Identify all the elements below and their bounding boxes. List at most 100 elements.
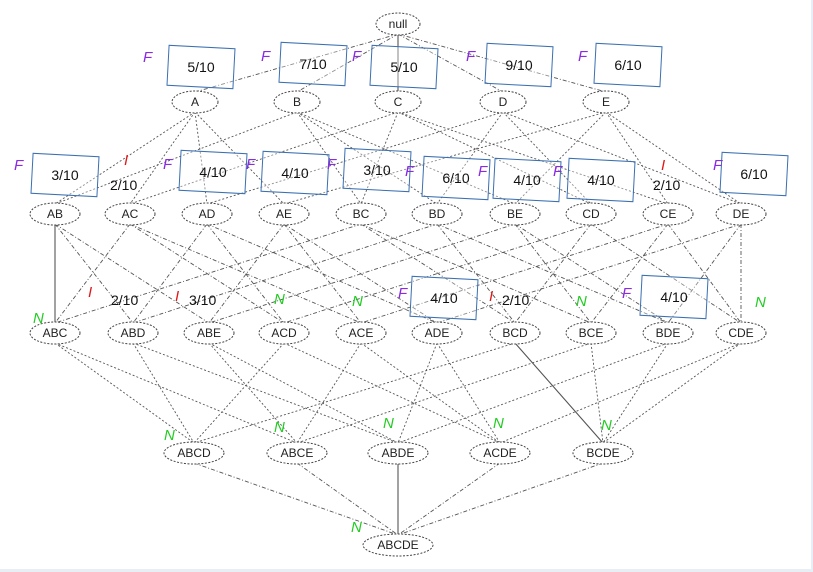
lattice-edge-BC-BCD xyxy=(360,223,516,324)
node-ad: AD xyxy=(181,202,233,226)
status-mark-c: F xyxy=(352,48,362,65)
node-ellipse xyxy=(479,90,527,114)
status-marks: F F F F F F I F F F F F F I F N I I N N F I N F N N N N N N N xyxy=(14,48,766,536)
lattice-edge-BD-BCD xyxy=(436,223,516,324)
node-ac: AC xyxy=(104,202,156,226)
node-bcd: BCD xyxy=(489,321,541,345)
node-label: E xyxy=(602,95,610,109)
lattice-edge-ABCD-ABCDE xyxy=(193,462,399,536)
lattice-edge-AB-ABD xyxy=(54,223,134,324)
support-box-frame xyxy=(369,44,439,90)
node-label: BCDE xyxy=(586,446,619,460)
support-value: 4/10 xyxy=(430,290,457,306)
node-label: ADE xyxy=(425,326,450,340)
node-label: ABCE xyxy=(281,446,314,460)
lattice-edge-BCD-ABCD xyxy=(193,342,516,444)
support-value: 4/10 xyxy=(660,289,687,305)
node-label: ABC xyxy=(43,326,68,340)
node-abcde: ABCDE xyxy=(362,533,434,557)
node-ellipse xyxy=(183,321,235,345)
node-ellipse xyxy=(642,321,694,345)
lattice-edge-AD-ADE xyxy=(206,223,438,324)
lattice-edge-BCE-BCDE xyxy=(590,342,604,444)
support-box-frame xyxy=(639,274,709,320)
node-ellipse xyxy=(489,202,541,226)
node-label: ABD xyxy=(121,326,146,340)
lattice-edge-ADE-ABDE xyxy=(397,342,438,444)
support-value: 4/10 xyxy=(587,172,614,188)
lattice-edge-DE-ADE xyxy=(436,223,742,324)
lattice-edge-B-BE xyxy=(296,111,516,205)
lattice-edge-AE-ABE xyxy=(208,223,285,324)
lattice-edge-ABCE-ABCDE xyxy=(296,462,399,536)
lattice-edge-B-AB xyxy=(54,111,298,205)
lattice-edge-A-AD xyxy=(194,111,208,205)
node-ellipse xyxy=(572,441,634,465)
lattice-edge-BE-BCE xyxy=(514,223,592,324)
node-ellipse xyxy=(258,202,310,226)
support-value: 3/10 xyxy=(363,162,390,178)
lattice-edge-D-BD xyxy=(436,111,504,205)
status-mark-ab: F xyxy=(14,157,24,174)
node-abde: ABDE xyxy=(367,441,429,465)
lattice-edge-AB-ABE xyxy=(54,223,210,324)
lattice-edge-AC-ACE xyxy=(129,223,362,324)
support-value: 6/10 xyxy=(442,170,469,186)
support-value: 4/10 xyxy=(281,165,308,181)
node-ellipse xyxy=(489,321,541,345)
support-value: 4/10 xyxy=(513,172,540,188)
node-label: null xyxy=(389,17,408,31)
node-label: B xyxy=(293,95,301,109)
support-box-ad: 4/10 xyxy=(178,149,248,195)
lattice-edge-null-B xyxy=(296,33,399,93)
node-e: E xyxy=(582,90,630,114)
node-ellipse xyxy=(266,441,328,465)
status-mark-cd: F xyxy=(553,163,563,180)
support-value: 9/10 xyxy=(505,57,532,73)
right-border xyxy=(811,0,813,572)
status-mark-a: F xyxy=(143,49,153,66)
status-mark-bcd: I xyxy=(489,288,493,305)
support-box-d: 9/10 xyxy=(484,42,554,88)
node-ab: AB xyxy=(29,202,81,226)
lattice-edge-CD-BCD xyxy=(514,223,592,324)
support-box-frame xyxy=(566,157,636,203)
node-label: A xyxy=(191,95,199,109)
node-bd: BD xyxy=(411,202,463,226)
status-mark-acd: N xyxy=(274,291,285,308)
lattice-edge-BC-ABC xyxy=(54,223,362,324)
status-mark-ade: F xyxy=(398,285,408,302)
support-box-frame xyxy=(492,157,562,203)
node-label: ABCD xyxy=(177,446,211,460)
support-value: 5/10 xyxy=(390,59,417,75)
lattice-edge-ABC-ABCD xyxy=(54,342,195,444)
node-abcd: ABCD xyxy=(163,441,225,465)
lattice-edge-ABC-ABCE xyxy=(54,342,298,444)
lattice-edge-CDE-BCDE xyxy=(602,342,742,444)
node-label: ACD xyxy=(271,326,297,340)
status-mark-ae: F xyxy=(246,156,256,173)
node-ellipse xyxy=(375,12,421,36)
support-box-frame xyxy=(409,275,479,321)
lattice-edge-DE-BDE xyxy=(667,223,742,324)
node-ellipse xyxy=(171,90,219,114)
support-value-ce: 2/10 xyxy=(653,177,680,193)
support-boxes: 5/10 7/10 5/10 9/10 6/10 3/10 2/10 4/10 4/10 3/10… xyxy=(30,41,789,321)
support-value-abd: 2/10 xyxy=(111,292,138,308)
node-label: CDE xyxy=(728,326,753,340)
support-box-frame xyxy=(593,42,663,88)
node-label: ACE xyxy=(349,326,374,340)
status-mark-abde: N xyxy=(383,415,394,432)
node-null: null xyxy=(375,12,421,36)
status-mark-d: F xyxy=(466,48,476,65)
support-box-bd: 6/10 xyxy=(421,155,491,201)
node-cd: CD xyxy=(565,202,617,226)
lattice-edge-BC-BCE xyxy=(360,223,592,324)
lattice-edge-BDE-BCDE xyxy=(602,342,669,444)
node-label: AD xyxy=(199,207,216,221)
node-label: BC xyxy=(353,207,370,221)
support-box-frame xyxy=(30,152,100,198)
support-value: 6/10 xyxy=(740,166,767,182)
node-abe: ABE xyxy=(183,321,235,345)
